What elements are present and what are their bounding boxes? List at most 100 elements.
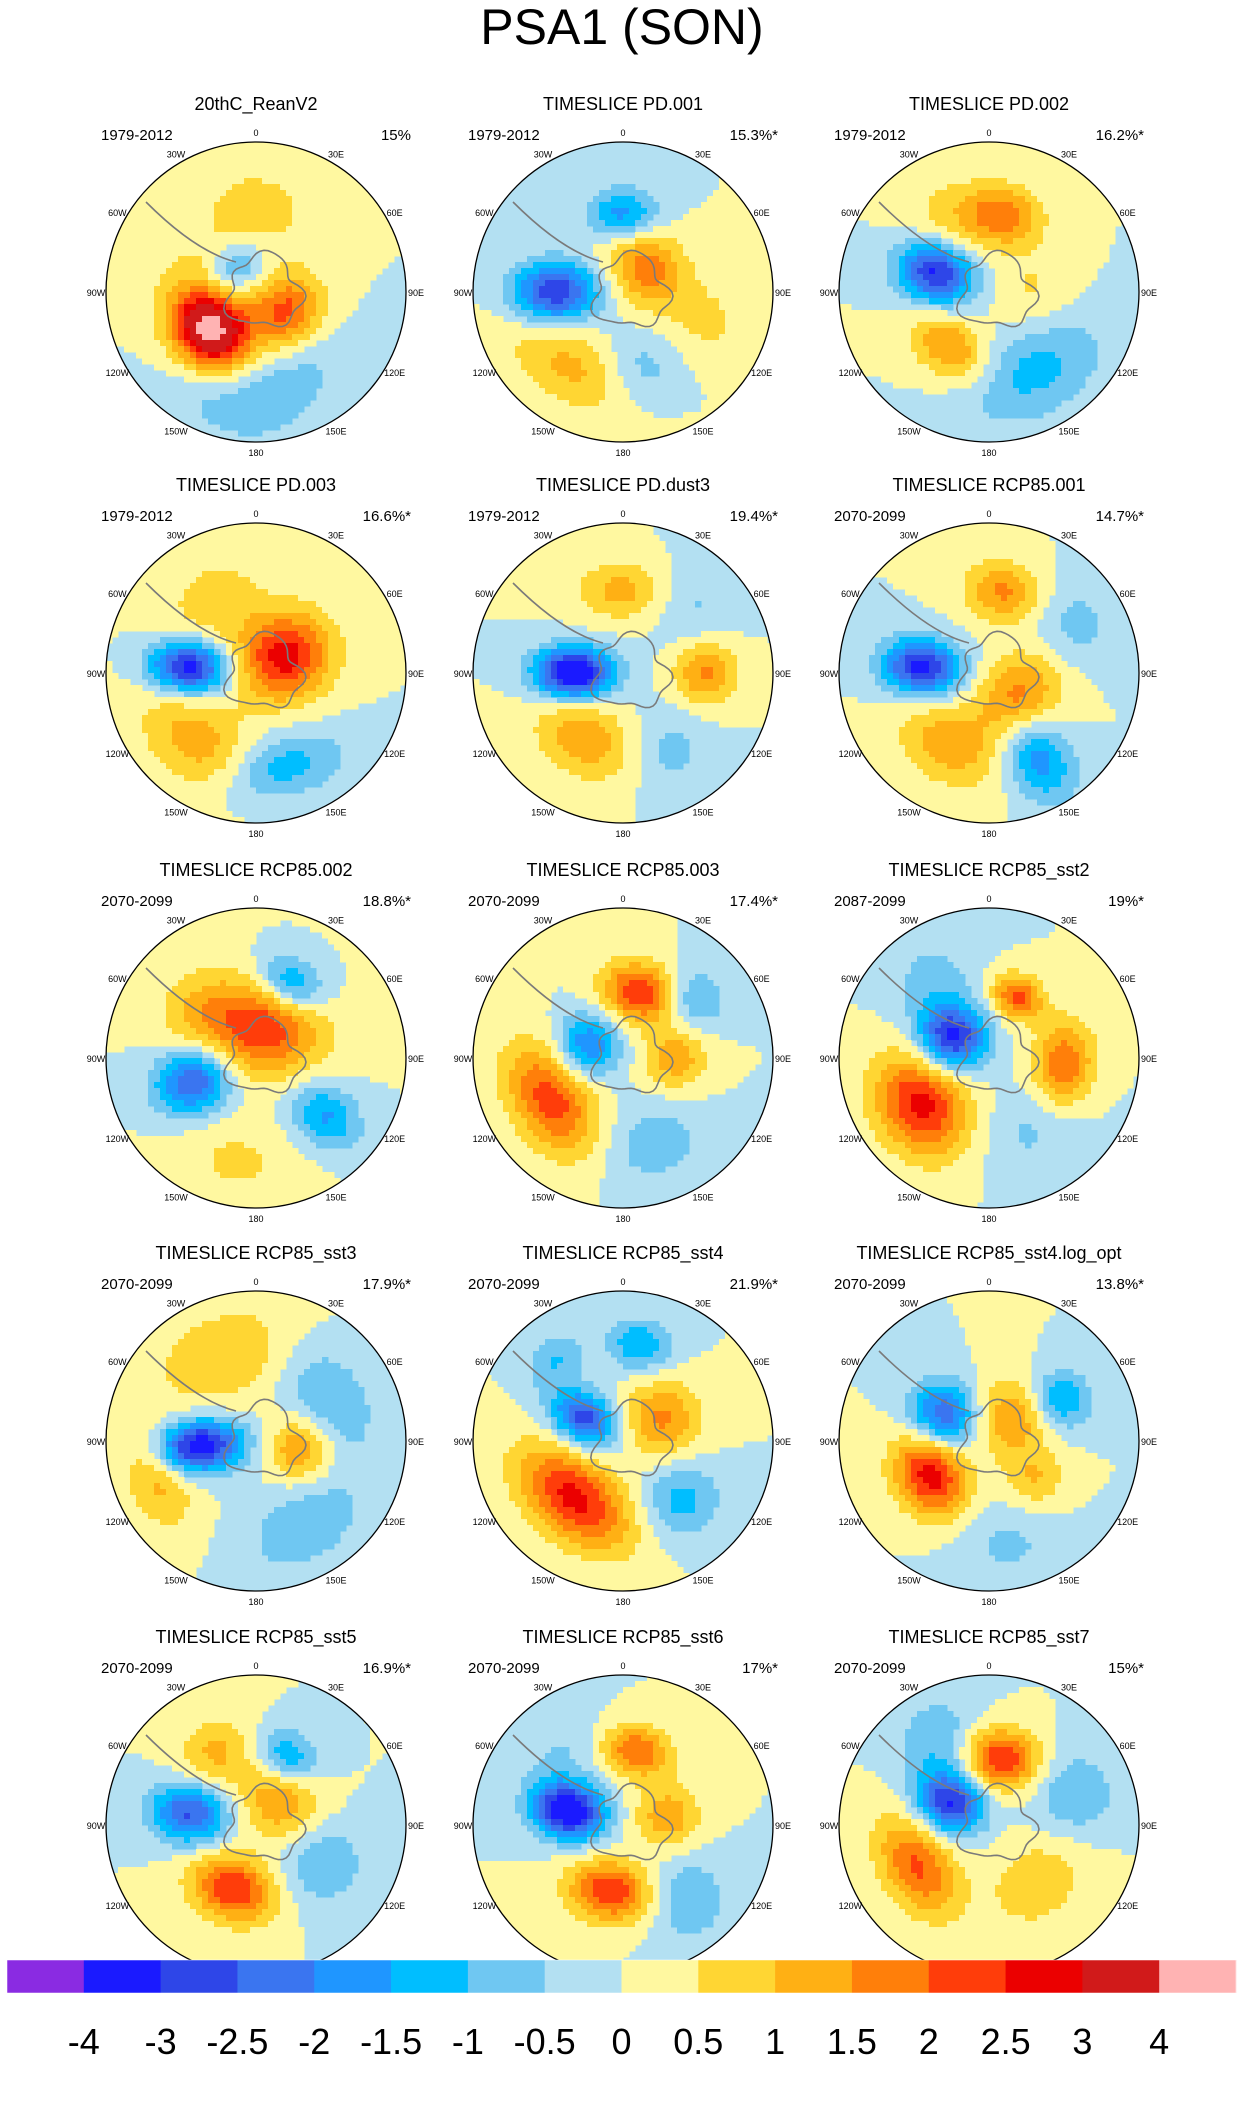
longitude-label: 0 [620, 1277, 625, 1287]
longitude-label: 30E [1061, 1682, 1077, 1692]
longitude-label: 0 [620, 128, 625, 138]
longitude-label: 60E [754, 1357, 770, 1367]
longitude-label: 90E [775, 288, 791, 298]
longitude-label: 0 [620, 894, 625, 904]
longitude-label: 30W [167, 149, 186, 159]
longitude-label: 0 [253, 1277, 258, 1287]
longitude-label: 60E [1120, 974, 1136, 984]
longitude-label: 120W [106, 749, 130, 759]
panel-title: TIMESLICE PD.003 [176, 475, 336, 495]
longitude-label: 30E [1061, 915, 1077, 925]
longitude-label: 150E [325, 808, 346, 818]
anomaly-field [473, 1675, 774, 1976]
longitude-label: 150E [692, 1193, 713, 1203]
colorbar-label: 3 [1072, 2021, 1092, 2062]
panel-variance: 18.8%* [363, 893, 412, 910]
anomaly-field [106, 142, 407, 442]
panel-variance: 15.3%* [730, 127, 779, 144]
longitude-label: 150W [897, 1193, 921, 1203]
colorbar-label: -2 [298, 2021, 330, 2062]
longitude-label: 90E [775, 1437, 791, 1447]
panel-variance: 16.6%* [363, 508, 412, 525]
longitude-label: 120E [384, 1517, 405, 1527]
colorbar-swatch [391, 1960, 468, 1993]
longitude-label: 120W [106, 1517, 130, 1527]
longitude-label: 60E [387, 208, 403, 218]
longitude-label: 180 [981, 829, 996, 839]
longitude-label: 30W [900, 530, 919, 540]
longitude-label: 30E [328, 1298, 344, 1308]
longitude-label: 0 [986, 1277, 991, 1287]
figure-title: PSA1 (SON) [480, 0, 763, 55]
longitude-label: 60E [754, 1741, 770, 1751]
colorbar-swatch [84, 1960, 161, 1993]
panel-title: TIMESLICE RCP85.001 [892, 475, 1085, 495]
longitude-label: 120E [384, 749, 405, 759]
longitude-label: 90W [87, 1054, 106, 1064]
panel-title: TIMESLICE PD.dust3 [536, 475, 710, 495]
longitude-label: 0 [620, 509, 625, 519]
longitude-label: 30E [1061, 1298, 1077, 1308]
panel-period: 2070-2099 [834, 508, 906, 525]
longitude-label: 60W [108, 974, 127, 984]
anomaly-field [839, 523, 1139, 824]
longitude-label: 30E [328, 530, 344, 540]
longitude-label: 150E [1058, 427, 1079, 437]
longitude-label: 150E [692, 808, 713, 818]
longitude-label: 90E [408, 1821, 424, 1831]
longitude-label: 120W [839, 1901, 863, 1911]
colorbar-label: -4 [68, 2021, 100, 2062]
longitude-label: 0 [253, 128, 258, 138]
panel-title: TIMESLICE PD.001 [543, 94, 703, 114]
panel-title: TIMESLICE RCP85_sst5 [155, 1627, 356, 1648]
longitude-label: 60E [387, 974, 403, 984]
longitude-label: 0 [253, 1661, 258, 1671]
longitude-label: 180 [615, 1597, 630, 1607]
longitude-label: 90W [87, 669, 106, 679]
colorbar-label: 1.5 [827, 2021, 877, 2062]
panel-variance: 16.2%* [1096, 127, 1145, 144]
panel-period: 1979-2012 [834, 127, 906, 144]
colorbar-swatch [1082, 1960, 1159, 1993]
longitude-label: 60W [475, 1741, 494, 1751]
anomaly-field [839, 142, 1139, 442]
longitude-label: 150E [1058, 808, 1079, 818]
longitude-label: 60W [841, 1741, 860, 1751]
colorbar-label: 0.5 [673, 2021, 723, 2062]
longitude-label: 90E [775, 669, 791, 679]
longitude-label: 30W [167, 1682, 186, 1692]
longitude-label: 120W [106, 1901, 130, 1911]
panel-period: 1979-2012 [468, 508, 540, 525]
anomaly-field [106, 908, 407, 1209]
longitude-label: 30E [695, 530, 711, 540]
longitude-label: 180 [981, 1214, 996, 1224]
longitude-label: 30E [695, 149, 711, 159]
panel-period: 2070-2099 [834, 1276, 906, 1293]
anomaly-field [473, 1291, 774, 1592]
anomaly-field [839, 1675, 1140, 1976]
longitude-label: 150W [164, 808, 188, 818]
longitude-label: 180 [981, 448, 996, 458]
longitude-label: 90E [408, 288, 424, 298]
longitude-label: 30W [167, 1298, 186, 1308]
colorbar-swatch [929, 1960, 1006, 1993]
longitude-label: 90E [1141, 1821, 1157, 1831]
longitude-label: 120E [384, 368, 405, 378]
panel-period: 1979-2012 [101, 508, 173, 525]
longitude-label: 180 [248, 1597, 263, 1607]
longitude-label: 180 [248, 448, 263, 458]
colorbar-swatch [698, 1960, 775, 1993]
longitude-label: 90W [454, 1054, 473, 1064]
colorbar-label: -0.5 [514, 2021, 576, 2062]
longitude-label: 30E [328, 915, 344, 925]
longitude-label: 30W [534, 149, 553, 159]
longitude-label: 90W [87, 1821, 106, 1831]
longitude-label: 150W [164, 1576, 188, 1586]
longitude-label: 120W [473, 1517, 497, 1527]
longitude-label: 120E [384, 1134, 405, 1144]
anomaly-field [106, 1675, 406, 1976]
colorbar-swatch [545, 1960, 622, 1993]
longitude-label: 150W [531, 427, 555, 437]
colorbar-swatch [468, 1960, 545, 1993]
